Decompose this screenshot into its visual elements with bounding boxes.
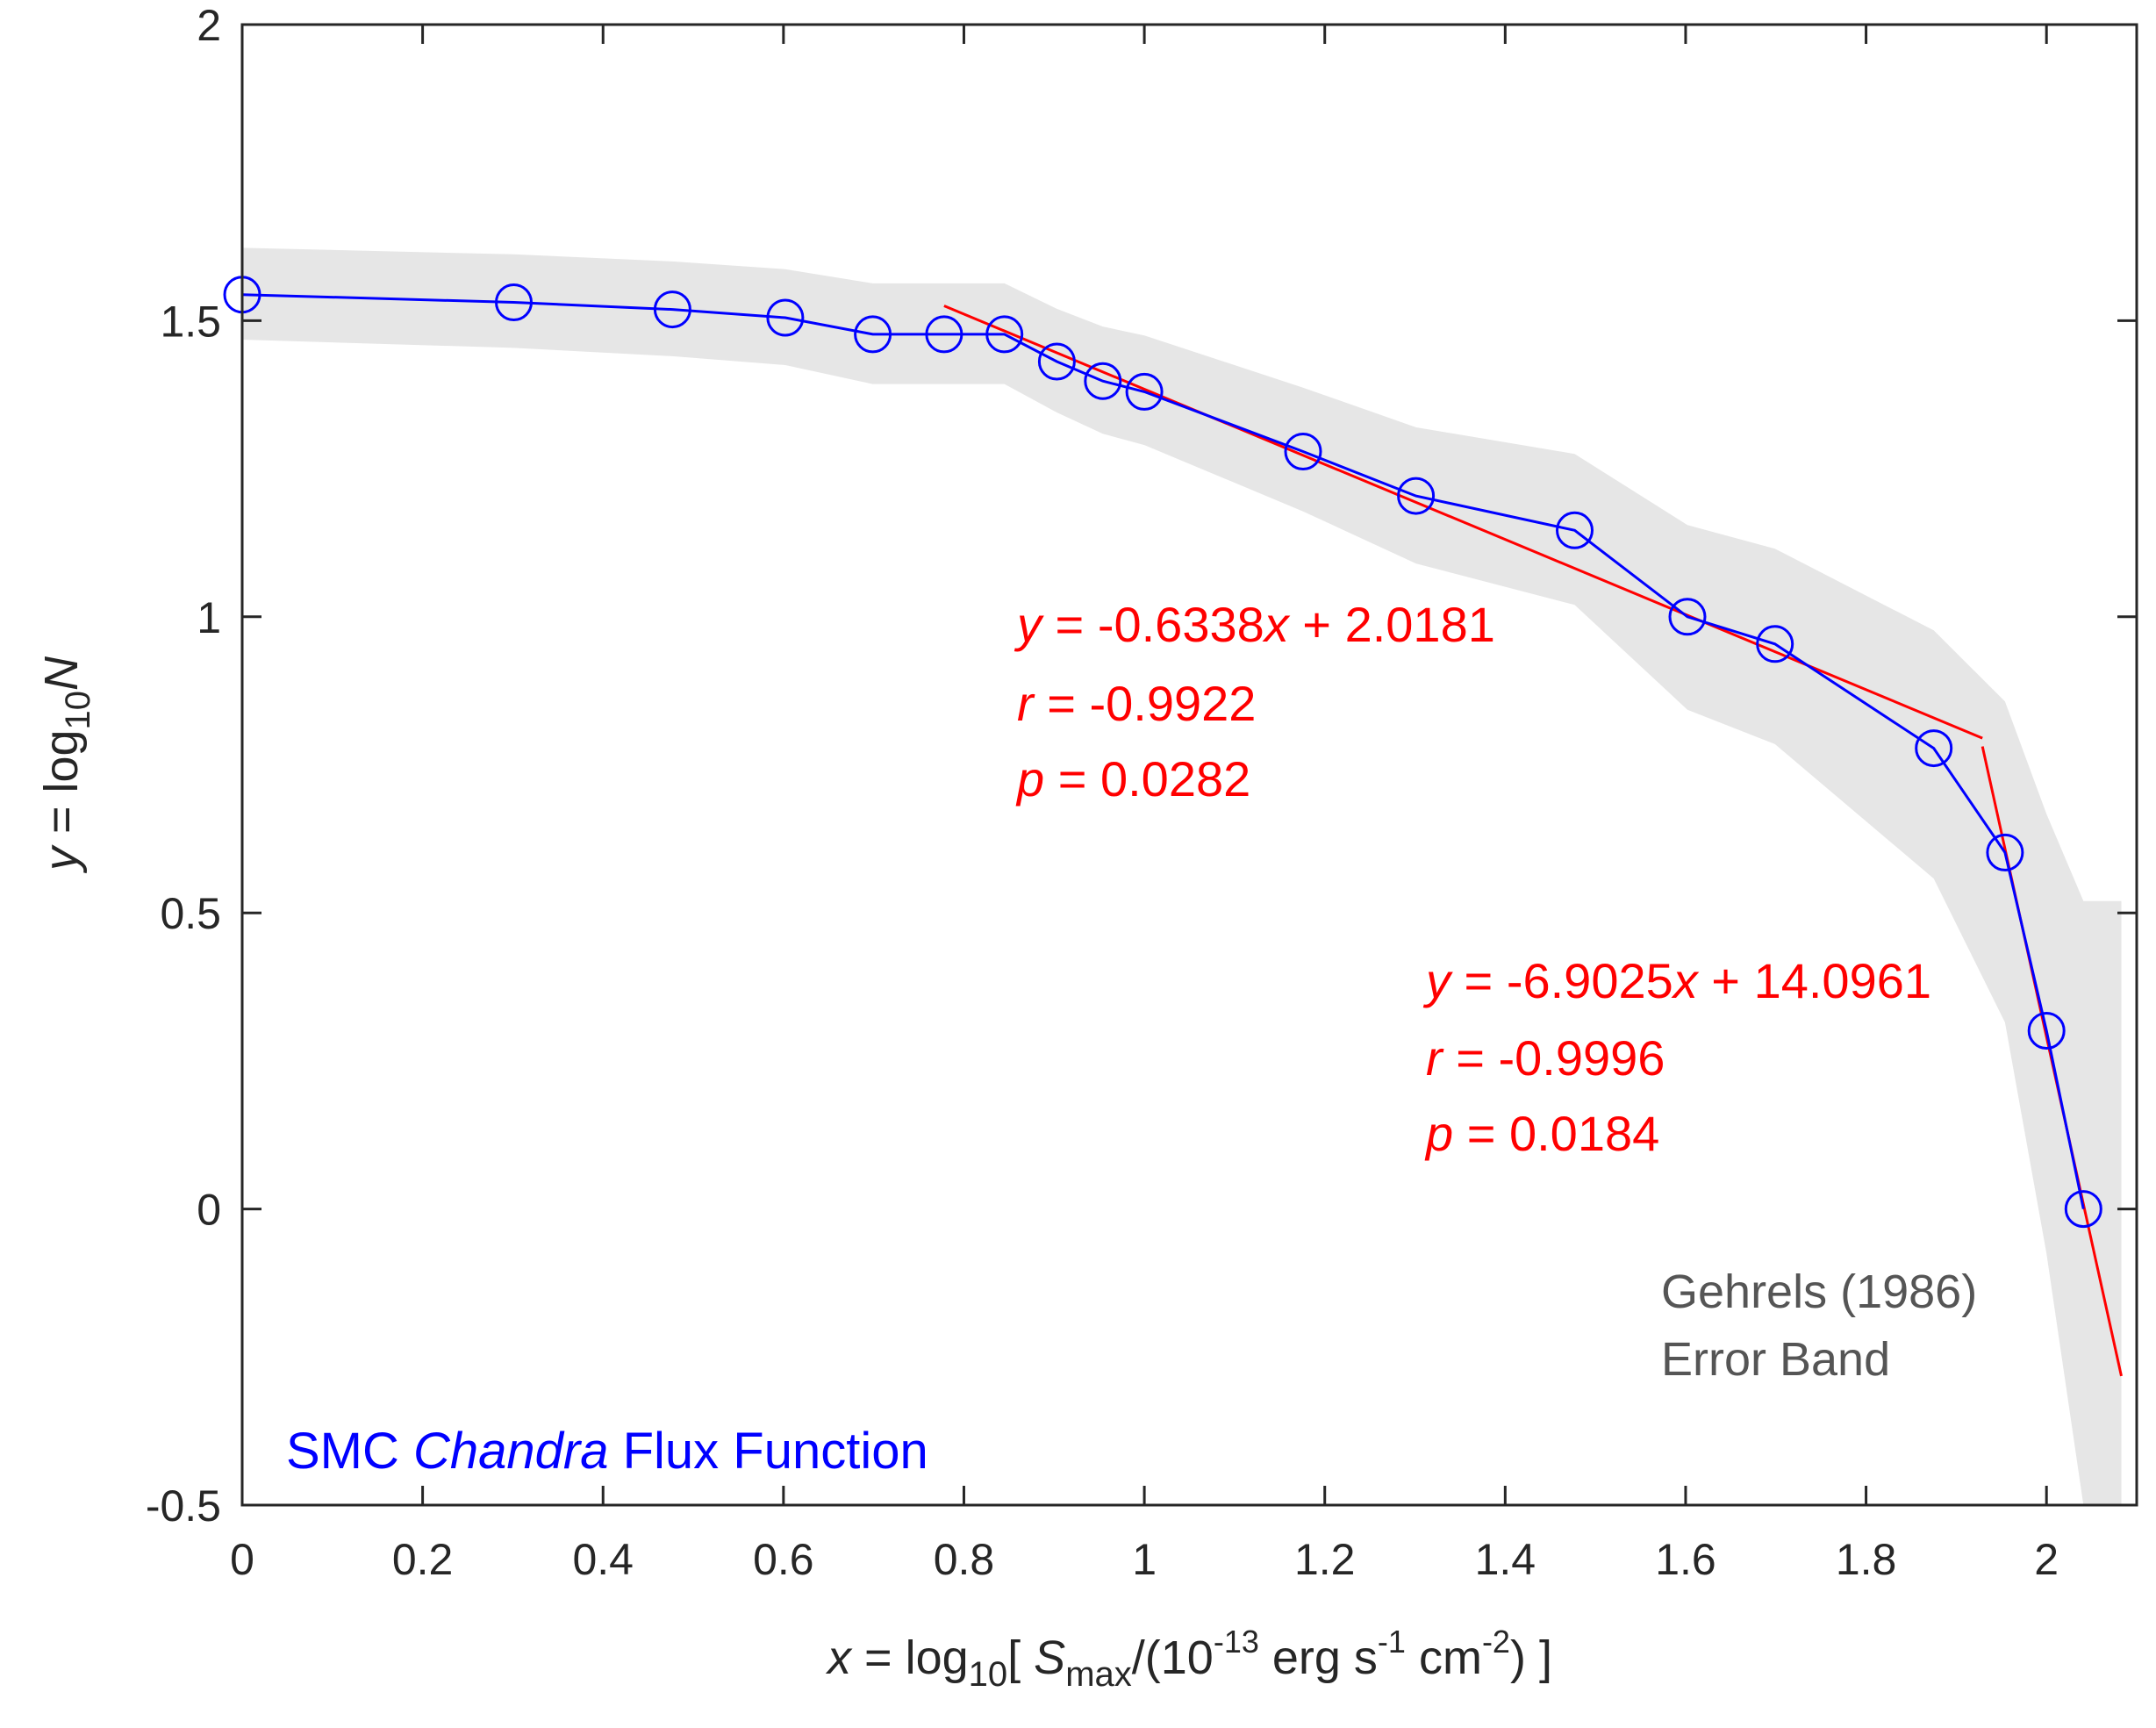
series-legend-label: SMC Chandra Flux Function bbox=[286, 1423, 928, 1480]
y-axis-title-eq: = log bbox=[35, 729, 88, 847]
data-point bbox=[854, 315, 892, 354]
data-point bbox=[1284, 433, 1322, 470]
x-tick-label: 1.8 bbox=[1836, 1535, 1897, 1584]
x-tick-label: 0.2 bbox=[392, 1535, 454, 1584]
fit2-p-val: = 0.0184 bbox=[1453, 1106, 1659, 1161]
legend-italic: Chandra bbox=[413, 1423, 608, 1480]
y-tick-label: 0 bbox=[197, 1186, 221, 1235]
fit1-r-val: = -0.9922 bbox=[1034, 676, 1257, 731]
x-tick-label: 0.4 bbox=[572, 1535, 634, 1584]
y-tick-label: 2 bbox=[197, 1, 221, 50]
y-axis-title: y = log10N bbox=[35, 656, 97, 874]
y-tick-label: 0.5 bbox=[160, 889, 221, 938]
fit1-eq-var: y bbox=[1014, 597, 1044, 652]
y-ticks: -0.5 0 0.5 1 1.5 2 bbox=[146, 1, 2137, 1531]
x-axis-title-open: [ bbox=[1007, 1631, 1034, 1684]
x-axis-title-close: ) ] bbox=[1510, 1631, 1552, 1684]
data-point bbox=[1037, 342, 1076, 381]
data-point bbox=[1125, 372, 1164, 411]
data-series-line bbox=[241, 293, 2085, 1209]
x-tick-label: 0.6 bbox=[753, 1535, 814, 1584]
x-axis-title-var: x bbox=[825, 1631, 853, 1684]
x-tick-label: 2 bbox=[2034, 1535, 2059, 1584]
fit1-eq-end: + 2.0181 bbox=[1289, 597, 1495, 652]
fit2-p: p = 0.0184 bbox=[1424, 1106, 1659, 1161]
fit2-r-var: r bbox=[1426, 1030, 1444, 1086]
fit2-eq-var: y bbox=[1422, 953, 1453, 1008]
error-band-label-line1: Gehrels (1986) bbox=[1661, 1266, 1977, 1318]
x-tick-label: 0.8 bbox=[934, 1535, 995, 1584]
data-point bbox=[1986, 833, 2024, 871]
data-point bbox=[1915, 729, 1953, 768]
y-axis-title-n: N bbox=[35, 656, 88, 691]
fit2-eq-x: x bbox=[1671, 953, 1700, 1008]
legend-pre: SMC bbox=[286, 1423, 413, 1480]
data-point bbox=[985, 315, 1024, 354]
error-band-label-line2: Error Band bbox=[1661, 1333, 1890, 1386]
x-tick-label: 0 bbox=[230, 1535, 254, 1584]
fit1-p: p = 0.0282 bbox=[1015, 751, 1250, 807]
x-axis-title-cm: cm bbox=[1406, 1631, 1482, 1684]
x-axis-title: x = log10[ Smax/(10-13 erg s-1 cm-2) ] bbox=[825, 1624, 1552, 1694]
y-tick-label: 1 bbox=[197, 593, 221, 642]
y-axis-title-var: y bbox=[35, 844, 88, 874]
data-point bbox=[1668, 598, 1707, 636]
data-point bbox=[766, 298, 805, 337]
x-tick-label: 1 bbox=[1132, 1535, 1157, 1584]
fit1-eq-x: x bbox=[1262, 597, 1291, 652]
x-axis-title-exp1: -1 bbox=[1378, 1624, 1406, 1660]
fit1-r: r = -0.9922 bbox=[1017, 676, 1256, 731]
x-ticks: 0 0.2 0.4 0.6 0.8 1 1.2 1.4 1.6 1.8 2 bbox=[230, 25, 2059, 1584]
y-axis-title-sub: 10 bbox=[59, 691, 97, 730]
data-point bbox=[2064, 1190, 2102, 1229]
fit2-p-var: p bbox=[1424, 1106, 1453, 1161]
data-series bbox=[223, 276, 2102, 1229]
fit1-equation: y = -0.6338x + 2.0181 bbox=[1014, 597, 1495, 652]
data-point bbox=[1756, 625, 1794, 663]
axes-box bbox=[240, 23, 2138, 1507]
x-axis-title-exp2: -2 bbox=[1482, 1624, 1510, 1660]
x-axis-title-s: S bbox=[1034, 1631, 1065, 1684]
data-point bbox=[925, 315, 963, 354]
fit2-r: r = -0.9996 bbox=[1426, 1030, 1665, 1086]
error-band bbox=[242, 247, 2122, 1505]
x-axis-title-exp13: -13 bbox=[1214, 1624, 1259, 1660]
x-tick-label: 1.2 bbox=[1294, 1535, 1356, 1584]
legend-post: Flux Function bbox=[608, 1423, 928, 1480]
fit2-eq-end: + 14.0961 bbox=[1698, 953, 1931, 1008]
x-tick-label: 1.4 bbox=[1475, 1535, 1536, 1584]
x-axis-title-eq: = log bbox=[851, 1631, 969, 1684]
fit1-p-val: = 0.0282 bbox=[1044, 751, 1250, 807]
fit1-eq-mid: = -0.6338 bbox=[1042, 597, 1264, 652]
y-tick-label: -0.5 bbox=[146, 1481, 221, 1531]
data-point bbox=[1556, 511, 1594, 549]
data-point bbox=[1397, 477, 1436, 515]
x-axis-title-max: max bbox=[1065, 1655, 1132, 1694]
y-tick-label: 1.5 bbox=[160, 297, 221, 346]
x-axis-title-erg: erg s bbox=[1259, 1631, 1378, 1684]
data-point bbox=[653, 290, 691, 329]
fit1-r-var: r bbox=[1017, 676, 1035, 731]
fit2-equation: y = -6.9025x + 14.0961 bbox=[1422, 953, 1931, 1008]
x-axis-title-sub10: 10 bbox=[969, 1655, 1008, 1694]
x-tick-label: 1.6 bbox=[1655, 1535, 1716, 1584]
data-point bbox=[2027, 1012, 2066, 1050]
data-point bbox=[495, 283, 533, 321]
fit2-r-val: = -0.9996 bbox=[1443, 1030, 1665, 1086]
fit1-p-var: p bbox=[1015, 751, 1044, 807]
fit2-eq-mid: = -6.9025 bbox=[1450, 953, 1673, 1008]
data-point bbox=[1084, 362, 1122, 400]
x-axis-title-mid: /(10 bbox=[1132, 1631, 1214, 1684]
